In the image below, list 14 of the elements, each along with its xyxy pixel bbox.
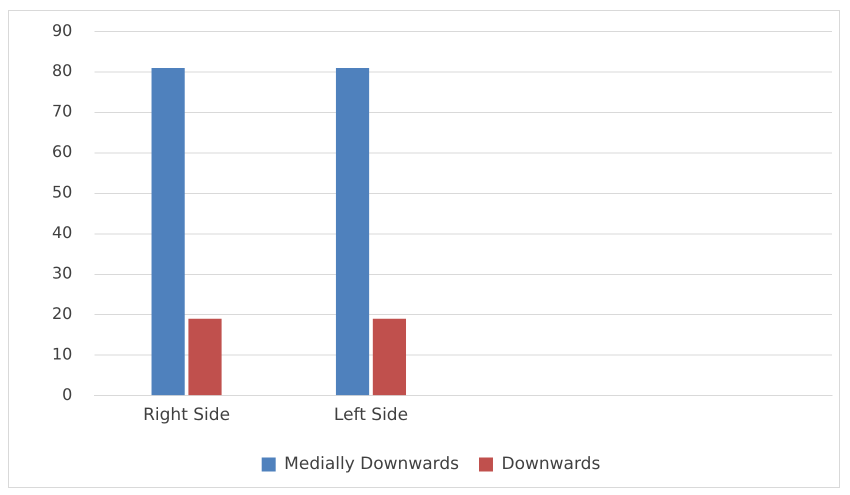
x-tick-label: Right Side <box>143 405 230 426</box>
y-tick-label: 60 <box>52 142 72 162</box>
y-tick-label: 10 <box>52 344 72 364</box>
legend-label: Downwards <box>501 454 600 474</box>
y-tick-label: 80 <box>52 61 72 80</box>
y-tick-label: 20 <box>52 304 72 323</box>
y-tick-label: 90 <box>52 20 72 40</box>
y-tick-label: 70 <box>52 102 72 121</box>
y-tick-label: 30 <box>52 263 72 282</box>
legend-label: Medially Downwards <box>284 454 460 474</box>
y-tick-label: 0 <box>62 384 72 404</box>
y-tick-label: 40 <box>52 222 72 242</box>
y-tick-label: 50 <box>52 182 72 202</box>
x-tick-label: Left Side <box>334 405 408 426</box>
